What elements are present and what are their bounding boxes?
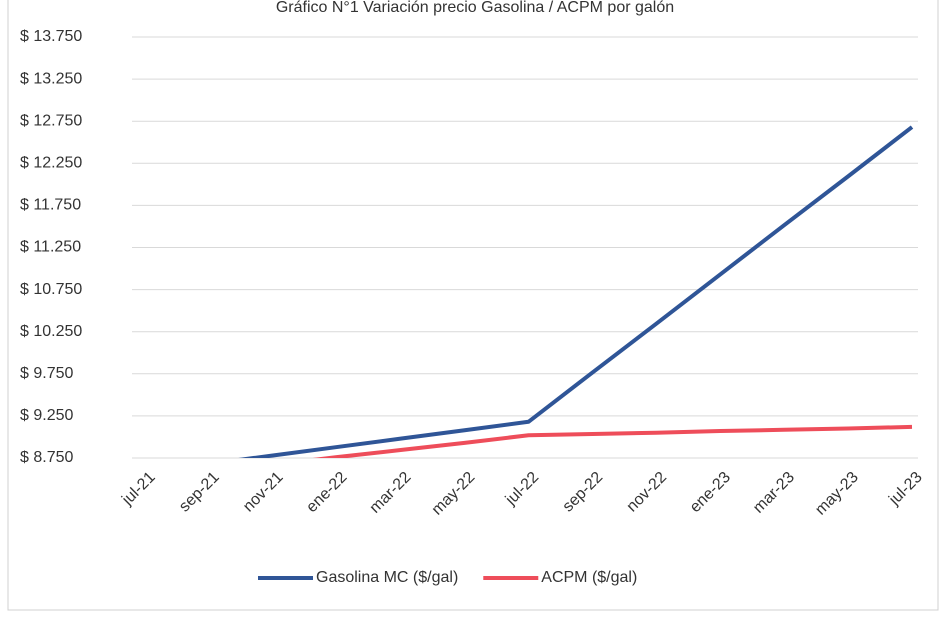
- chart-frame: [7, 0, 939, 611]
- y-tick-label: $ 10.750: [20, 281, 82, 298]
- y-tick-label: $ 8.750: [20, 449, 73, 466]
- y-tick-label: $ 13.250: [20, 70, 82, 87]
- data-line: [312, 424, 913, 458]
- y-tick-label: $ 11.750: [20, 197, 81, 214]
- chart-title: Gráfico N°1 Variación precio Gasolina / …: [276, 0, 674, 16]
- y-tick-label: $ 9.250: [20, 407, 73, 424]
- legend-label: ACPM ($/gal): [541, 569, 637, 586]
- y-tick-label: $ 12.750: [20, 112, 82, 129]
- y-tick-label: $ 12.250: [20, 155, 82, 172]
- data-line: [238, 125, 914, 458]
- y-tick-label: $ 11.250: [20, 239, 81, 256]
- y-tick-label: $ 9.750: [20, 365, 73, 382]
- y-tick-label: $ 10.250: [20, 323, 82, 340]
- legend-label: Gasolina MC ($/gal): [316, 569, 458, 586]
- y-tick-label: $ 13.750: [20, 28, 82, 45]
